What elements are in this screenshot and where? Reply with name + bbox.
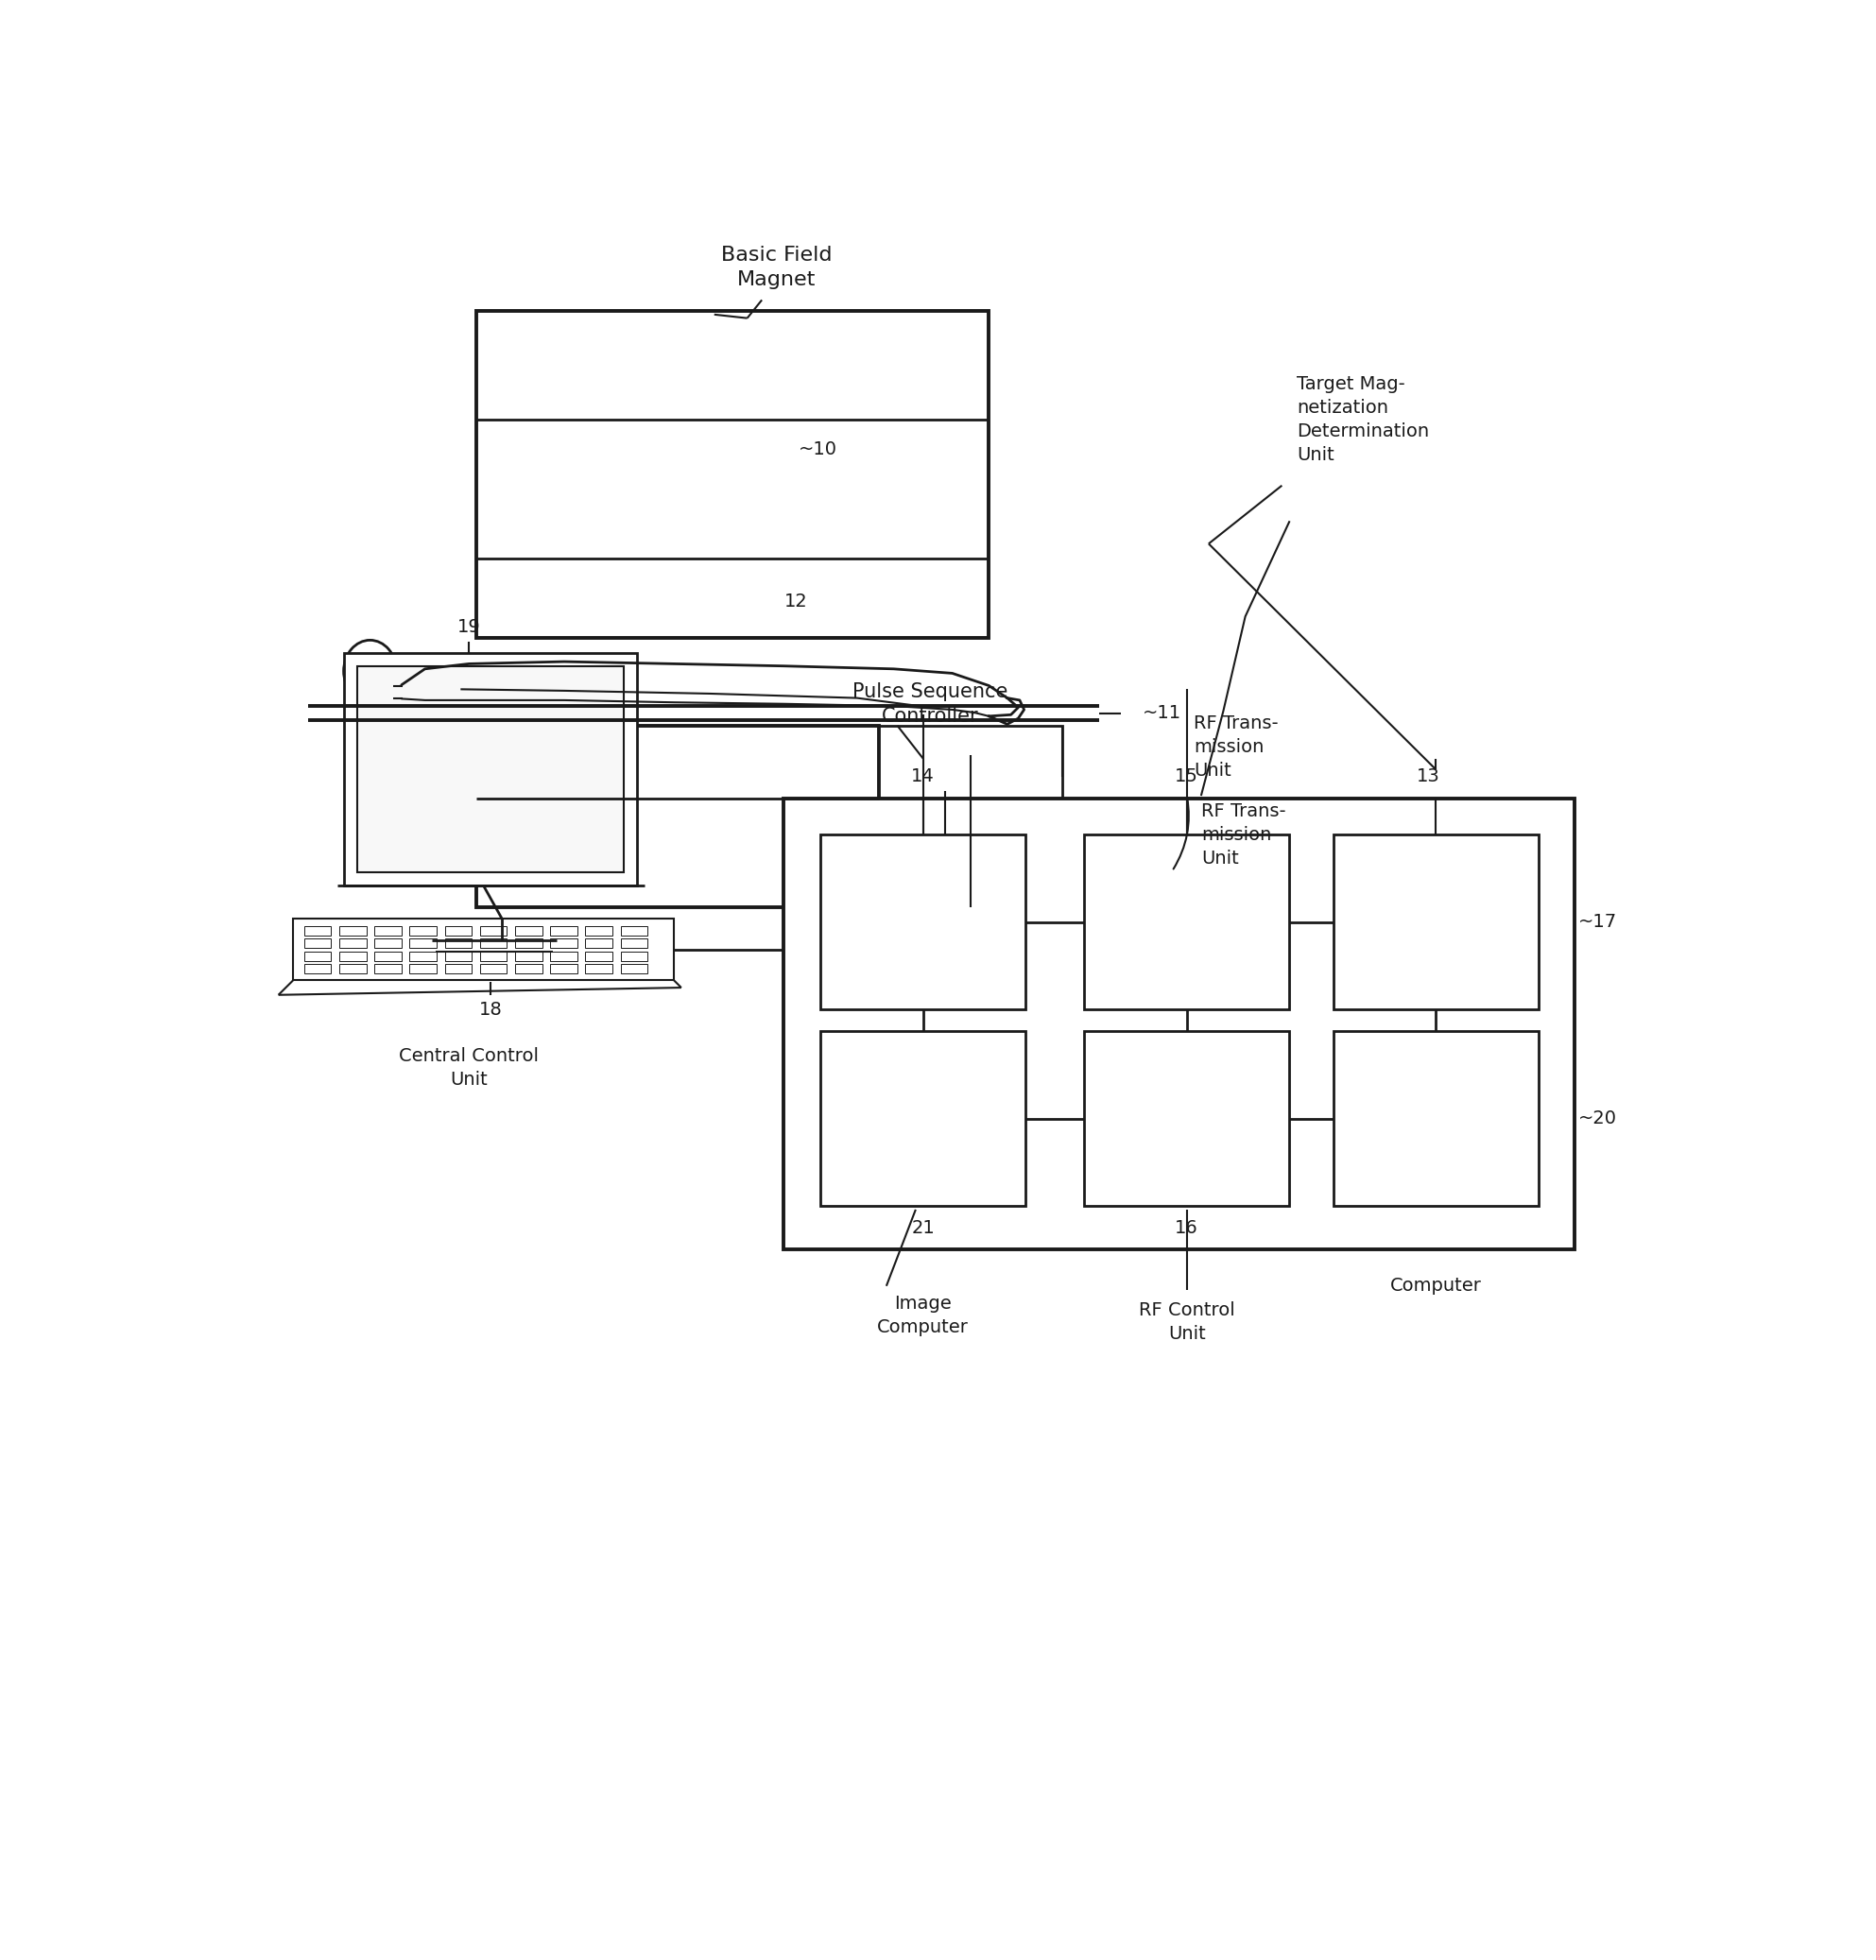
Bar [1084, 835, 1289, 1009]
Text: ~11: ~11 [1142, 704, 1182, 723]
Text: 13: 13 [1416, 768, 1441, 786]
Bar [621, 964, 647, 972]
Bar [480, 927, 507, 937]
Bar [445, 939, 471, 949]
Bar [516, 951, 542, 960]
Bar [1334, 835, 1538, 1009]
Text: ~10: ~10 [799, 441, 837, 459]
Text: 12: 12 [784, 594, 807, 612]
Bar [375, 927, 401, 937]
Bar [477, 725, 880, 907]
Bar [621, 951, 647, 960]
Text: 21: 21 [912, 1219, 934, 1237]
Text: ~20: ~20 [1578, 1109, 1617, 1127]
Bar [480, 964, 507, 972]
Bar [820, 835, 1026, 1009]
Bar [340, 927, 366, 937]
Bar [621, 939, 647, 949]
Bar [293, 919, 673, 980]
Bar [477, 312, 989, 639]
Text: Central Control
Unit: Central Control Unit [400, 1047, 538, 1088]
Bar [375, 964, 401, 972]
Text: ~17: ~17 [1578, 913, 1617, 931]
Bar [550, 939, 578, 949]
Bar [1084, 1031, 1289, 1205]
Text: 18: 18 [478, 1000, 503, 1019]
Bar [550, 964, 578, 972]
Bar [409, 939, 437, 949]
Bar [880, 725, 1062, 907]
Bar [375, 951, 401, 960]
Text: Pulse Sequence
Controller: Pulse Sequence Controller [854, 682, 1007, 725]
Bar [340, 951, 366, 960]
Text: Target Mag-
netization
Determination
Unit: Target Mag- netization Determination Uni… [1296, 376, 1430, 465]
Bar [304, 939, 332, 949]
Bar [358, 666, 625, 872]
Bar [304, 951, 332, 960]
Bar [340, 964, 366, 972]
Bar [585, 964, 612, 972]
Bar [375, 939, 401, 949]
Text: 14: 14 [912, 768, 934, 786]
Bar [820, 1031, 1026, 1205]
Bar [409, 951, 437, 960]
Bar [516, 939, 542, 949]
Bar [409, 964, 437, 972]
Bar [516, 964, 542, 972]
Bar [340, 939, 366, 949]
Text: Image
Computer: Image Computer [878, 1294, 968, 1337]
Bar [516, 927, 542, 937]
Bar [550, 927, 578, 937]
Bar [1334, 1031, 1538, 1205]
Bar [304, 964, 332, 972]
Bar [304, 927, 332, 937]
Text: Computer: Computer [1390, 1278, 1482, 1296]
Text: 16: 16 [1174, 1219, 1199, 1237]
Bar [445, 964, 471, 972]
Bar [409, 927, 437, 937]
Bar [345, 653, 638, 886]
Text: 19: 19 [458, 619, 480, 637]
Bar [480, 951, 507, 960]
Text: Basic Field
Magnet: Basic Field Magnet [720, 245, 833, 290]
Text: RF Control
Unit: RF Control Unit [1139, 1301, 1234, 1343]
Bar [585, 951, 612, 960]
Bar [480, 939, 507, 949]
Bar [550, 951, 578, 960]
Bar [445, 951, 471, 960]
Bar [445, 927, 471, 937]
Bar [784, 798, 1574, 1250]
Text: 15: 15 [1174, 768, 1199, 786]
Bar [621, 927, 647, 937]
Bar [585, 927, 612, 937]
Text: RF Trans-
mission
Unit: RF Trans- mission Unit [1201, 802, 1287, 868]
Bar [585, 939, 612, 949]
Text: RF Trans-
mission
Unit: RF Trans- mission Unit [1193, 715, 1279, 780]
